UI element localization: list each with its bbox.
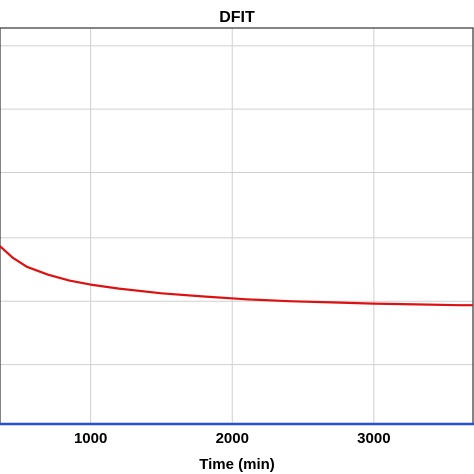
x-tick-labels: 1000 2000 3000 bbox=[74, 430, 391, 447]
x-tick-label-1000: 1000 bbox=[74, 430, 107, 447]
grid-lines bbox=[0, 28, 473, 424]
series-group bbox=[0, 245, 473, 307]
series-line-1 bbox=[0, 245, 473, 307]
x-tick-label-2000: 2000 bbox=[216, 430, 249, 447]
chart-title: DFIT bbox=[219, 9, 255, 26]
x-tick-label-3000: 3000 bbox=[357, 430, 390, 447]
x-axis-label: Time (min) bbox=[199, 456, 275, 473]
